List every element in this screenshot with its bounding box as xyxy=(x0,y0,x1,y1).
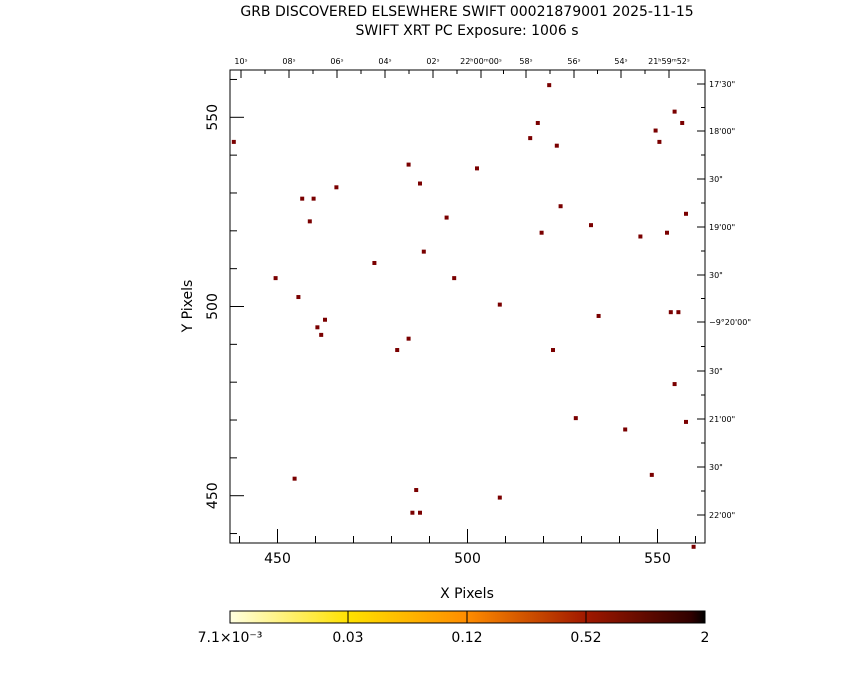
top-tick-label: 02ˢ xyxy=(426,57,439,66)
right-tick-label: 19'00" xyxy=(709,223,735,232)
right-tick-label: 30" xyxy=(709,175,723,184)
data-point xyxy=(573,416,578,421)
top-tick-label: 04ˢ xyxy=(378,57,391,66)
right-tick-label: 30" xyxy=(709,271,723,280)
y-tick-label: 450 xyxy=(205,482,221,509)
top-tick-label: 22ʰ00ᵐ00ˢ xyxy=(460,57,502,66)
data-point xyxy=(528,136,533,141)
data-point xyxy=(554,143,559,148)
data-point xyxy=(311,196,316,201)
right-tick-label: −9°20'00" xyxy=(709,318,751,327)
data-point xyxy=(676,310,681,315)
data-point xyxy=(672,109,677,114)
axis-ticks: 450 500 550 450 500 550 10ˢ 08ˢ 06ˢ 04ˢ 02ˢ 22ʰ00ᵐ0… xyxy=(205,57,751,567)
data-point xyxy=(684,211,688,216)
data-point xyxy=(372,260,377,265)
data-point xyxy=(414,488,419,493)
x-tick-label: 500 xyxy=(454,551,481,567)
data-point xyxy=(668,310,673,315)
data-point xyxy=(653,128,658,133)
data-point xyxy=(623,427,628,432)
data-point xyxy=(680,120,685,125)
colorbar-label: 0.03 xyxy=(332,630,363,646)
top-tick-label: 54ˢ xyxy=(614,57,627,66)
right-tick-label: 22'00" xyxy=(709,511,735,520)
data-point xyxy=(497,495,502,500)
colorbar-label: 0.52 xyxy=(570,630,601,646)
chart-title-line2: SWIFT XRT PC Exposure: 1006 s xyxy=(356,23,579,39)
right-tick-label: 17'30" xyxy=(709,80,735,89)
top-tick-label: 56ˢ xyxy=(567,57,580,66)
data-point xyxy=(418,181,422,186)
data-point xyxy=(296,295,301,300)
data-point xyxy=(292,476,297,481)
data-point xyxy=(547,83,552,88)
data-point xyxy=(475,166,479,171)
x-tick-label: 450 xyxy=(264,551,291,567)
right-tick-label: 30" xyxy=(709,463,723,472)
data-point xyxy=(691,544,696,549)
top-tick-label: 21ʰ59ᵐ52ˢ xyxy=(648,57,690,66)
chart-title-line1: GRB DISCOVERED ELSEWHERE SWIFT 000218790… xyxy=(240,4,693,20)
data-point xyxy=(418,510,422,515)
data-points xyxy=(231,83,696,549)
top-tick-label: 58ˢ xyxy=(519,57,532,66)
data-point xyxy=(665,230,669,235)
data-point xyxy=(307,219,312,224)
x-axis-label: X Pixels xyxy=(440,586,494,602)
data-point xyxy=(406,336,411,341)
data-point xyxy=(539,230,544,235)
colorbar-label: 2 xyxy=(701,630,710,646)
data-point xyxy=(300,196,305,201)
data-point xyxy=(319,332,324,337)
data-point xyxy=(649,472,654,477)
y-tick-label: 500 xyxy=(205,293,221,320)
data-point xyxy=(535,120,540,125)
data-point xyxy=(406,162,411,167)
plot-frame xyxy=(229,69,706,544)
top-tick-label: 08ˢ xyxy=(282,57,295,66)
data-point xyxy=(684,419,688,424)
right-tick-label: 21'00" xyxy=(709,415,735,424)
data-point xyxy=(657,139,662,144)
data-point xyxy=(231,139,236,144)
data-point xyxy=(323,317,327,322)
x-tick-label: 550 xyxy=(644,551,671,567)
data-point xyxy=(452,276,457,281)
top-tick-label: 10ˢ xyxy=(234,57,247,66)
data-point xyxy=(638,234,643,239)
data-point xyxy=(334,185,339,190)
data-point xyxy=(444,215,449,220)
data-point xyxy=(596,313,601,318)
data-point xyxy=(672,382,677,387)
colorbar: 7.1×10⁻³ 0.03 0.12 0.52 2 xyxy=(198,610,710,646)
y-axis-label: Y Pixels xyxy=(180,280,196,334)
data-point xyxy=(395,348,400,353)
colorbar-label: 0.12 xyxy=(451,630,482,646)
data-point xyxy=(315,325,320,330)
data-point xyxy=(589,223,593,228)
right-tick-label: 30" xyxy=(709,367,723,376)
right-tick-label: 18'00" xyxy=(709,127,735,136)
data-point xyxy=(410,510,415,515)
data-point xyxy=(421,249,426,254)
data-point xyxy=(497,302,502,307)
data-point xyxy=(551,348,555,353)
colorbar-label: 7.1×10⁻³ xyxy=(198,630,263,646)
data-point xyxy=(558,204,563,209)
top-tick-label: 06ˢ xyxy=(330,57,343,66)
y-tick-label: 550 xyxy=(205,104,221,131)
data-point xyxy=(273,276,278,281)
